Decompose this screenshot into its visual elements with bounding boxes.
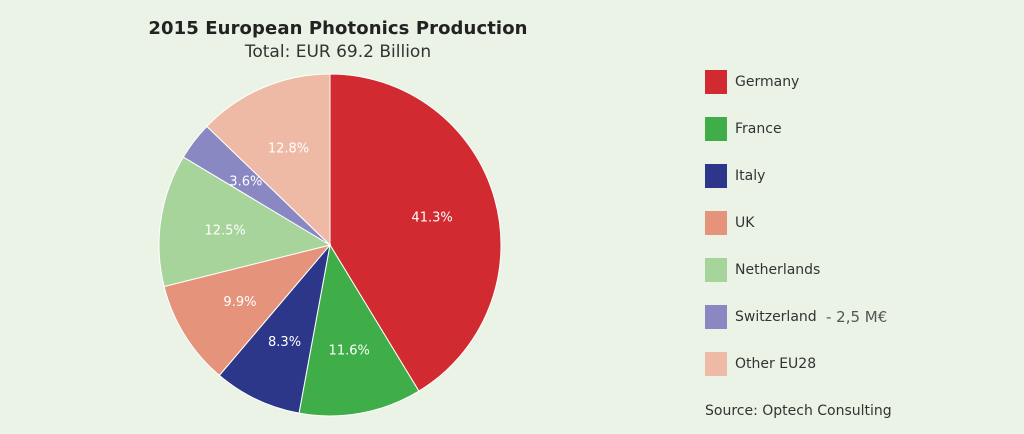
pie-label-switzerland: 3.6% [229,175,262,190]
pie-label-italy: 8.3% [268,335,301,350]
pie-slice-uk [163,244,332,377]
legend-item-switzerland: Switzerland - 2,5 M€ [705,305,1005,331]
legend-label-france: France [735,121,782,137]
pie-slice-other-eu28 [206,73,331,247]
pie-slice-italy [218,243,331,414]
legend-swatch-italy [705,164,727,188]
legend-item-netherlands: Netherlands [705,258,1005,284]
pie-label-uk: 9.9% [223,295,256,310]
source-note: Source: Optech Consulting [705,403,892,419]
pie-chart: 41.3% 11.6% 8.3% 9.9% 12.5% 3.6% 12.8% [158,73,502,417]
legend-item-italy: Italy [705,164,1005,190]
legend-item-other-eu28: Other EU28 [705,352,1005,378]
legend-swatch-switzerland [705,305,727,329]
pie-slice-netherlands [158,156,332,288]
legend-label-italy: Italy [735,168,766,184]
legend-swatch-france [705,117,727,141]
pie-slice-germany [329,73,502,392]
chart-title: 2015 European Photonics Production [148,18,528,39]
legend-swatch-uk [705,211,727,235]
pie-label-france: 11.6% [329,343,370,358]
legend-label-netherlands: Netherlands [735,262,821,278]
legend-swatch-netherlands [705,258,727,282]
pie-slice-france [298,243,420,417]
legend-label-other-eu28: Other EU28 [735,356,817,372]
legend-label-germany: Germany [735,74,800,90]
legend-item-germany: Germany [705,70,1005,96]
legend-item-uk: UK [705,211,1005,237]
pie-label-other-eu28: 12.8% [268,141,309,156]
legend-swatch-other-eu28 [705,352,727,376]
chart-subtitle: Total: EUR 69.2 Billion [244,42,432,62]
legend-note-switzerland: - 2,5 M€ [826,308,888,326]
legend-item-france: France [705,117,1005,143]
pie-label-netherlands: 12.5% [204,223,245,238]
pie-label-germany: 41.3% [411,210,452,225]
legend-label-uk: UK [735,215,755,231]
legend-swatch-germany [705,70,727,94]
legend-label-switzerland: Switzerland [735,309,817,325]
